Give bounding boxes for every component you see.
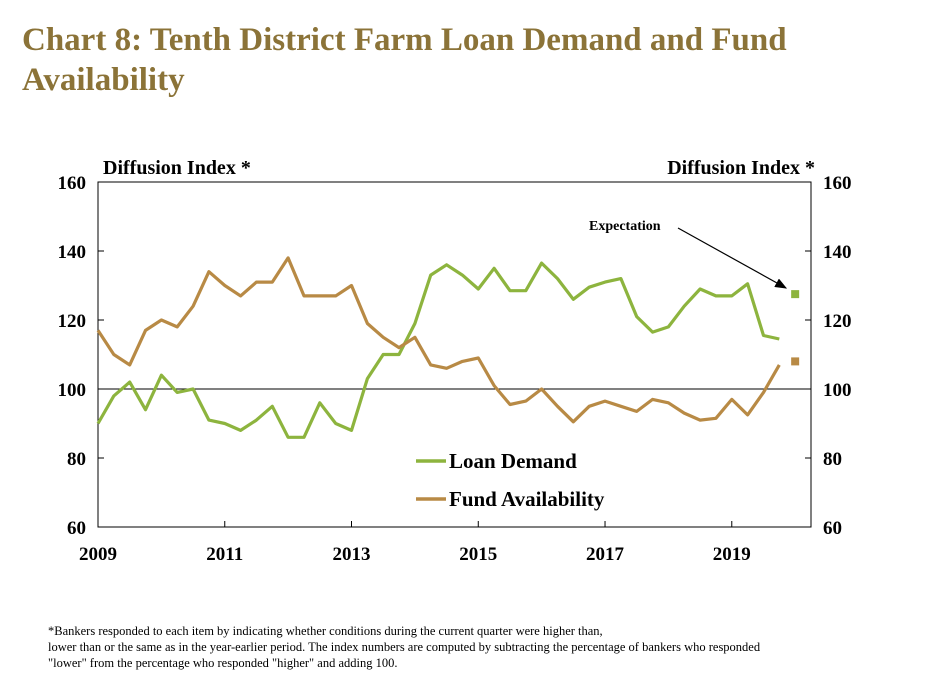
y-tick-label-left: 60 [67,518,86,539]
x-tick-label: 2013 [333,544,371,565]
expectation-marker-fund-availability [791,357,800,366]
x-tick-label: 2009 [79,544,117,565]
annotation-arrow [677,227,788,289]
y-tick-label-right: 160 [823,173,852,194]
expectation-marker-loan-demand [791,290,800,299]
left-y-axis: 60 80 100 120 140 160 [58,173,104,539]
y-tick-label-right: 60 [823,518,842,539]
y-tick-label-right: 120 [823,311,852,332]
series-line-fund-availability [96,256,781,424]
footnote-line: *Bankers responded to each item by indic… [48,624,603,638]
chart-title: Chart 8: Tenth District Farm Loan Demand… [22,22,787,98]
footnote-line: "lower" from the percentage who responde… [48,656,398,670]
right-axis-title: Diffusion Index * [667,157,815,179]
y-tick-label-left: 120 [58,311,87,332]
footnote-line: lower than or the same as in the year-ea… [48,640,761,654]
x-tick-label: 2011 [206,544,243,565]
left-axis-title: Diffusion Index * [103,157,251,179]
y-tick-label-right: 80 [823,449,842,470]
y-tick-label-left: 80 [67,449,86,470]
legend: Loan Demand Fund Availability [416,449,605,511]
y-tick-label-right: 100 [823,380,852,401]
x-axis: 2009 2011 2013 2015 2017 2019 [79,521,751,565]
footnote: *Bankers responded to each item by indic… [48,623,908,671]
plot-frame [97,181,812,528]
series-line-loan-demand [96,261,780,439]
x-tick-label: 2017 [586,544,625,565]
y-tick-label-right: 140 [823,242,852,263]
legend-label-fund-availability: Fund Availability [449,487,605,511]
y-tick-label-left: 140 [58,242,87,263]
x-tick-label: 2019 [713,544,751,565]
legend-label-loan-demand: Loan Demand [449,449,577,473]
x-tick-label: 2015 [459,544,497,565]
y-tick-label-left: 160 [58,173,87,194]
y-tick-label-left: 100 [58,380,87,401]
annotation-expectation: Expectation [589,219,661,234]
right-y-axis: 60 80 100 120 140 160 [805,173,852,539]
